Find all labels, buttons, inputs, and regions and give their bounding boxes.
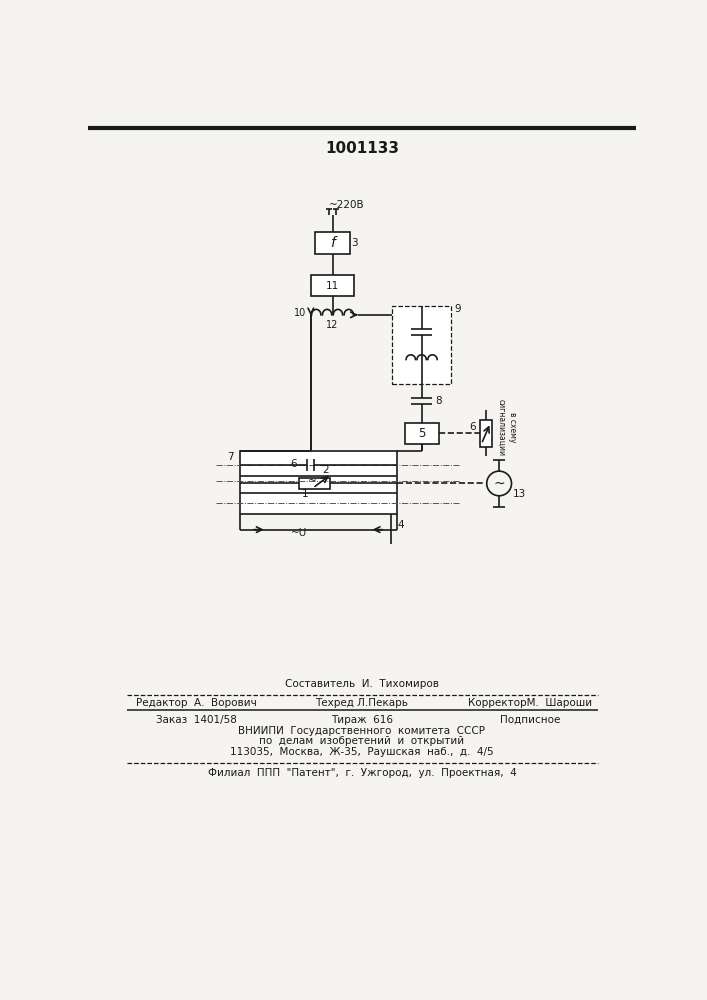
Text: 4: 4 [397,520,404,530]
Bar [311,275,354,296]
Text: по  делам  изобретений  и  открытий: по делам изобретений и открытий [259,736,464,746]
Text: 6: 6 [290,459,297,469]
Text: 8: 8 [436,396,442,406]
Text: КорректорМ.  Шароши: КорректорМ. Шароши [468,698,592,708]
Text: f: f [330,236,335,250]
Text: Составитель  И.  Тихомиров: Составитель И. Тихомиров [285,679,439,689]
Bar [299,478,329,489]
Text: 12: 12 [327,320,339,330]
Text: 7: 7 [227,452,233,462]
Text: 1: 1 [302,489,308,499]
Text: 5: 5 [418,427,426,440]
Bar [240,451,397,514]
Text: ~: ~ [308,476,317,486]
Text: ~U: ~U [291,528,307,538]
Bar [404,423,438,444]
Text: ~: ~ [493,476,505,490]
Bar [315,232,349,254]
Text: Техред Л.Пекарь: Техред Л.Пекарь [315,698,409,708]
Text: Тираж  616: Тираж 616 [331,715,393,725]
Text: 113035,  Москва,  Ж-35,  Раушская  наб.,  д.  4/5: 113035, Москва, Ж-35, Раушская наб., д. … [230,747,493,757]
Text: 2: 2 [322,465,329,475]
Text: 13: 13 [513,489,526,499]
Text: Филиал  ППП  "Патент",  г.  Ужгород,  ул.  Проектная,  4: Филиал ППП "Патент", г. Ужгород, ул. Про… [208,768,516,778]
Text: Редактор  А.  Ворович: Редактор А. Ворович [136,698,257,708]
Text: 9: 9 [454,304,460,314]
Text: ВНИИПИ  Государственного  комитета  СССР: ВНИИПИ Государственного комитета СССР [238,726,486,736]
Bar [480,420,492,447]
Text: Заказ  1401/58: Заказ 1401/58 [156,715,238,725]
Text: 1001133: 1001133 [325,141,399,156]
Text: 10: 10 [294,308,306,318]
Text: 6: 6 [469,422,476,432]
Text: 3: 3 [351,238,358,248]
Text: 11: 11 [326,281,339,291]
Text: в схему
сигнализации: в схему сигнализации [497,399,517,456]
Bar [392,306,451,384]
Text: Подписное: Подписное [500,715,561,725]
Text: ~220В: ~220В [329,200,364,210]
